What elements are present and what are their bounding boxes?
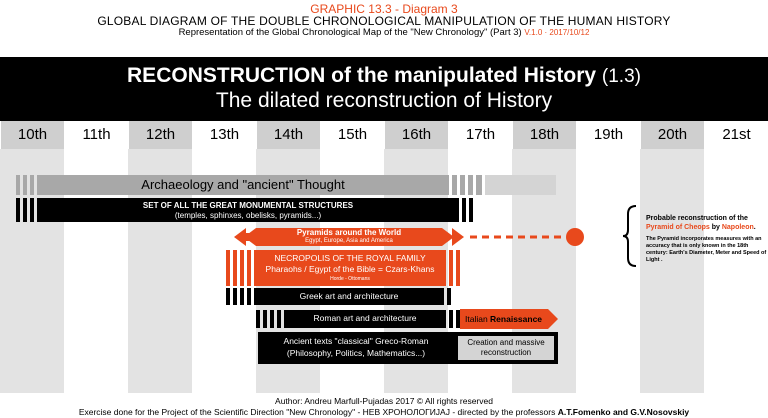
page-subtitle: Representation of the Global Chronologic… xyxy=(0,27,768,38)
column-shade-20th xyxy=(640,149,704,393)
banner-title: RECONSTRUCTION of the manipulated Histor… xyxy=(0,64,768,88)
note-title-c: by xyxy=(709,224,722,231)
pyramids-subtitle: Egypt, Europe, Asia and America xyxy=(305,238,393,244)
century-cell-19th: 19th xyxy=(576,121,640,149)
necropolis-small: Horde - Ottomans xyxy=(330,276,370,282)
century-cell-10th: 10th xyxy=(0,121,64,149)
footer-exercise-text: Exercise done for the Project of the Sci… xyxy=(78,407,558,417)
century-cell-21st: 21st xyxy=(704,121,768,149)
version-label: V.1.0 · 2017/10/12 xyxy=(524,28,590,37)
cheops-note: Probable reconstruction of the Pyramid o… xyxy=(646,214,768,264)
banner-subtitle: The dilated reconstruction of History xyxy=(215,89,553,112)
monuments-bar: SET OF ALL THE GREAT MONUMENTAL STRUCTUR… xyxy=(16,198,476,222)
footer-author: Author: Andreu Marfull-Pujadas 2017 © Al… xyxy=(275,396,493,406)
cheops-note-body: The Pyramid incorporates measures with a… xyxy=(646,236,767,263)
renaissance-label: Italian Renaissance xyxy=(465,314,542,324)
creation-box: Creation and massive reconstruction xyxy=(458,336,554,360)
greek-label: Greek art and architecture xyxy=(299,291,399,301)
footer-professors: A.T.Fomenko and G.V.Nosovskiy xyxy=(557,407,690,417)
necropolis-title: NECROPOLIS OF THE ROYAL FAMILY xyxy=(274,253,426,263)
ancient-texts-line2: (Philosophy, Politics, Mathematics...) xyxy=(286,348,426,358)
century-cell-16th: 16th xyxy=(384,121,448,149)
necropolis-bar: NECROPOLIS OF THE ROYAL FAMILY Pharaohs … xyxy=(226,250,464,286)
creation-line2: reconstruction xyxy=(480,348,532,357)
monuments-title: SET OF ALL THE GREAT MONUMENTAL STRUCTUR… xyxy=(142,201,354,210)
note-title-e: . xyxy=(753,224,756,231)
renaissance-label-a: Italian xyxy=(465,314,491,324)
pyramids-title: Pyramids around the World xyxy=(296,228,402,237)
greek-bar: Greek art and architecture xyxy=(226,288,458,305)
page-title: GLOBAL DIAGRAM OF THE DOUBLE CHRONOLOGIC… xyxy=(97,14,671,28)
roman-bar: Roman art and architecture xyxy=(256,310,464,328)
banner-title-number: (1.3) xyxy=(601,66,641,87)
cheops-note-title: Probable reconstruction of the Pyramid o… xyxy=(646,214,768,232)
century-cell-18th: 18th xyxy=(512,121,576,149)
archaeology-label: Archaeology and "ancient" Thought xyxy=(141,177,345,192)
century-cell-12th: 12th xyxy=(128,121,192,149)
title-banner: RECONSTRUCTION of the manipulated Histor… xyxy=(0,57,768,121)
graphic-label: GRAPHIC 13.3 - Diagram 3 xyxy=(310,2,458,16)
archaeology-bar: Archaeology and "ancient" Thought xyxy=(16,175,556,195)
roman-label: Roman art and architecture xyxy=(313,313,417,323)
century-cell-15th: 15th xyxy=(320,121,384,149)
note-title-d: Napoleon xyxy=(721,224,754,231)
note-brace xyxy=(622,205,637,267)
century-cell-17th: 17th xyxy=(448,121,512,149)
note-title-b: Pyramid of Cheops xyxy=(646,224,710,231)
ancient-texts-line1: Ancient texts "classical" Greco-Roman xyxy=(283,336,429,346)
century-cell-13th: 13th xyxy=(192,121,256,149)
necropolis-subtitle: Pharaohs / Egypt of the Bible = Czars-Kh… xyxy=(265,264,435,274)
note-title-a: Probable reconstruction of the xyxy=(646,215,748,222)
renaissance-label-b: Renaissance xyxy=(490,314,543,324)
creation-line1: Creation and massive xyxy=(467,338,545,347)
ancient-texts-bar: Ancient texts "classical" Greco-Roman (P… xyxy=(258,332,558,364)
monuments-subtitle: (temples, sphinxes, obelisks, pyramids..… xyxy=(174,211,322,220)
century-cell-20th: 20th xyxy=(640,121,704,149)
century-cell-11th: 11th xyxy=(64,121,128,149)
pyramids-arrow xyxy=(234,228,584,246)
century-header-row: 10th 11th 12th 13th 14th 15th 16th 17th … xyxy=(0,121,768,149)
cheops-dot xyxy=(566,228,584,246)
footer-exercise: Exercise done for the Project of the Sci… xyxy=(0,407,768,417)
subtitle-text: Representation of the Global Chronologic… xyxy=(178,27,522,38)
banner-title-text: RECONSTRUCTION of the manipulated Histor… xyxy=(127,64,597,87)
renaissance-arrow xyxy=(460,309,558,329)
century-cell-14th: 14th xyxy=(256,121,320,149)
